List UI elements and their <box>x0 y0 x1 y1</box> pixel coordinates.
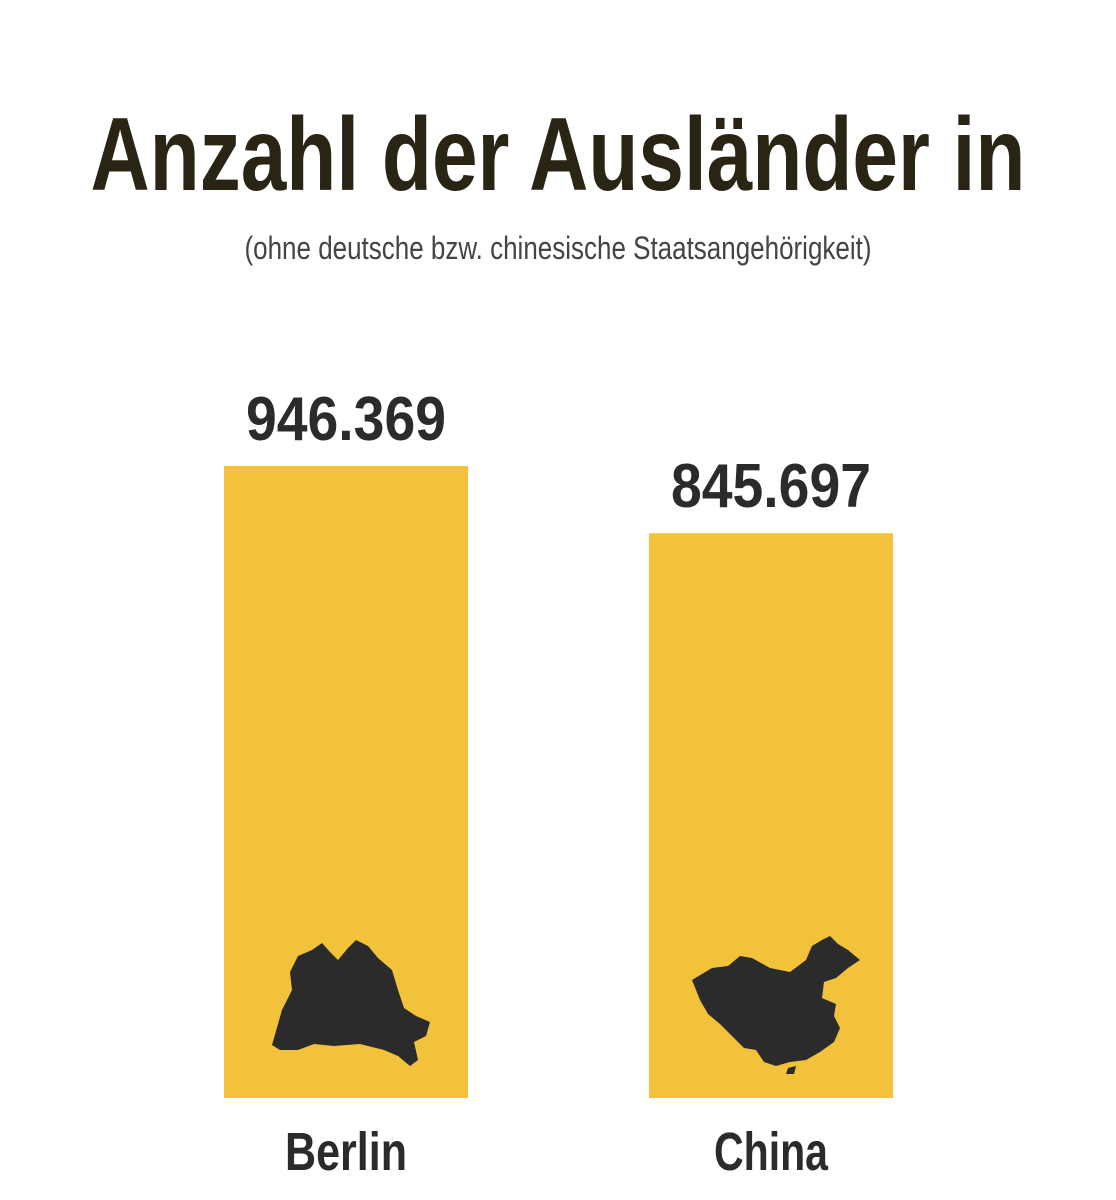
value-label: 845.697 <box>671 452 871 521</box>
chart-subtitle: (ohne deutsche bzw. chinesische Staatsan… <box>245 230 872 266</box>
value-label: 946.369 <box>246 385 446 454</box>
category-label: China <box>714 1122 829 1182</box>
category-label: Berlin <box>285 1122 407 1182</box>
berlin-silhouette <box>272 940 430 1066</box>
chart-title: Anzahl der Ausländer in <box>91 97 1026 213</box>
china-silhouette <box>692 936 860 1074</box>
